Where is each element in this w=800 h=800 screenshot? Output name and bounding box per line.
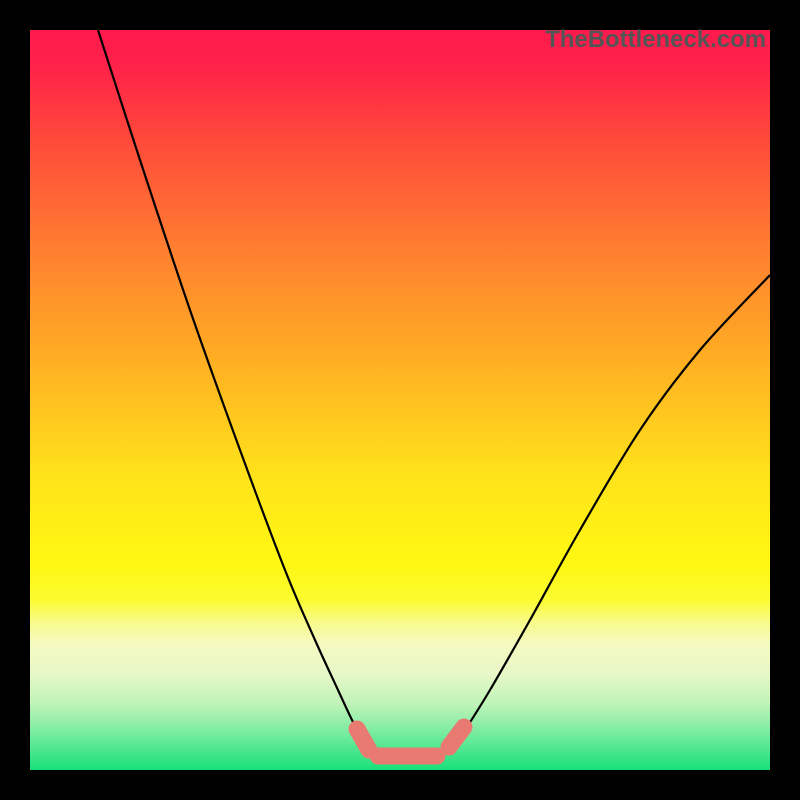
highlight-segment-0 (357, 729, 369, 750)
highlight-segment-2 (449, 727, 464, 747)
highlight-group (357, 727, 464, 756)
chart-svg-layer (0, 0, 800, 800)
watermark-text: TheBottleneck.com (545, 26, 766, 54)
bottleneck-curve (98, 30, 770, 757)
